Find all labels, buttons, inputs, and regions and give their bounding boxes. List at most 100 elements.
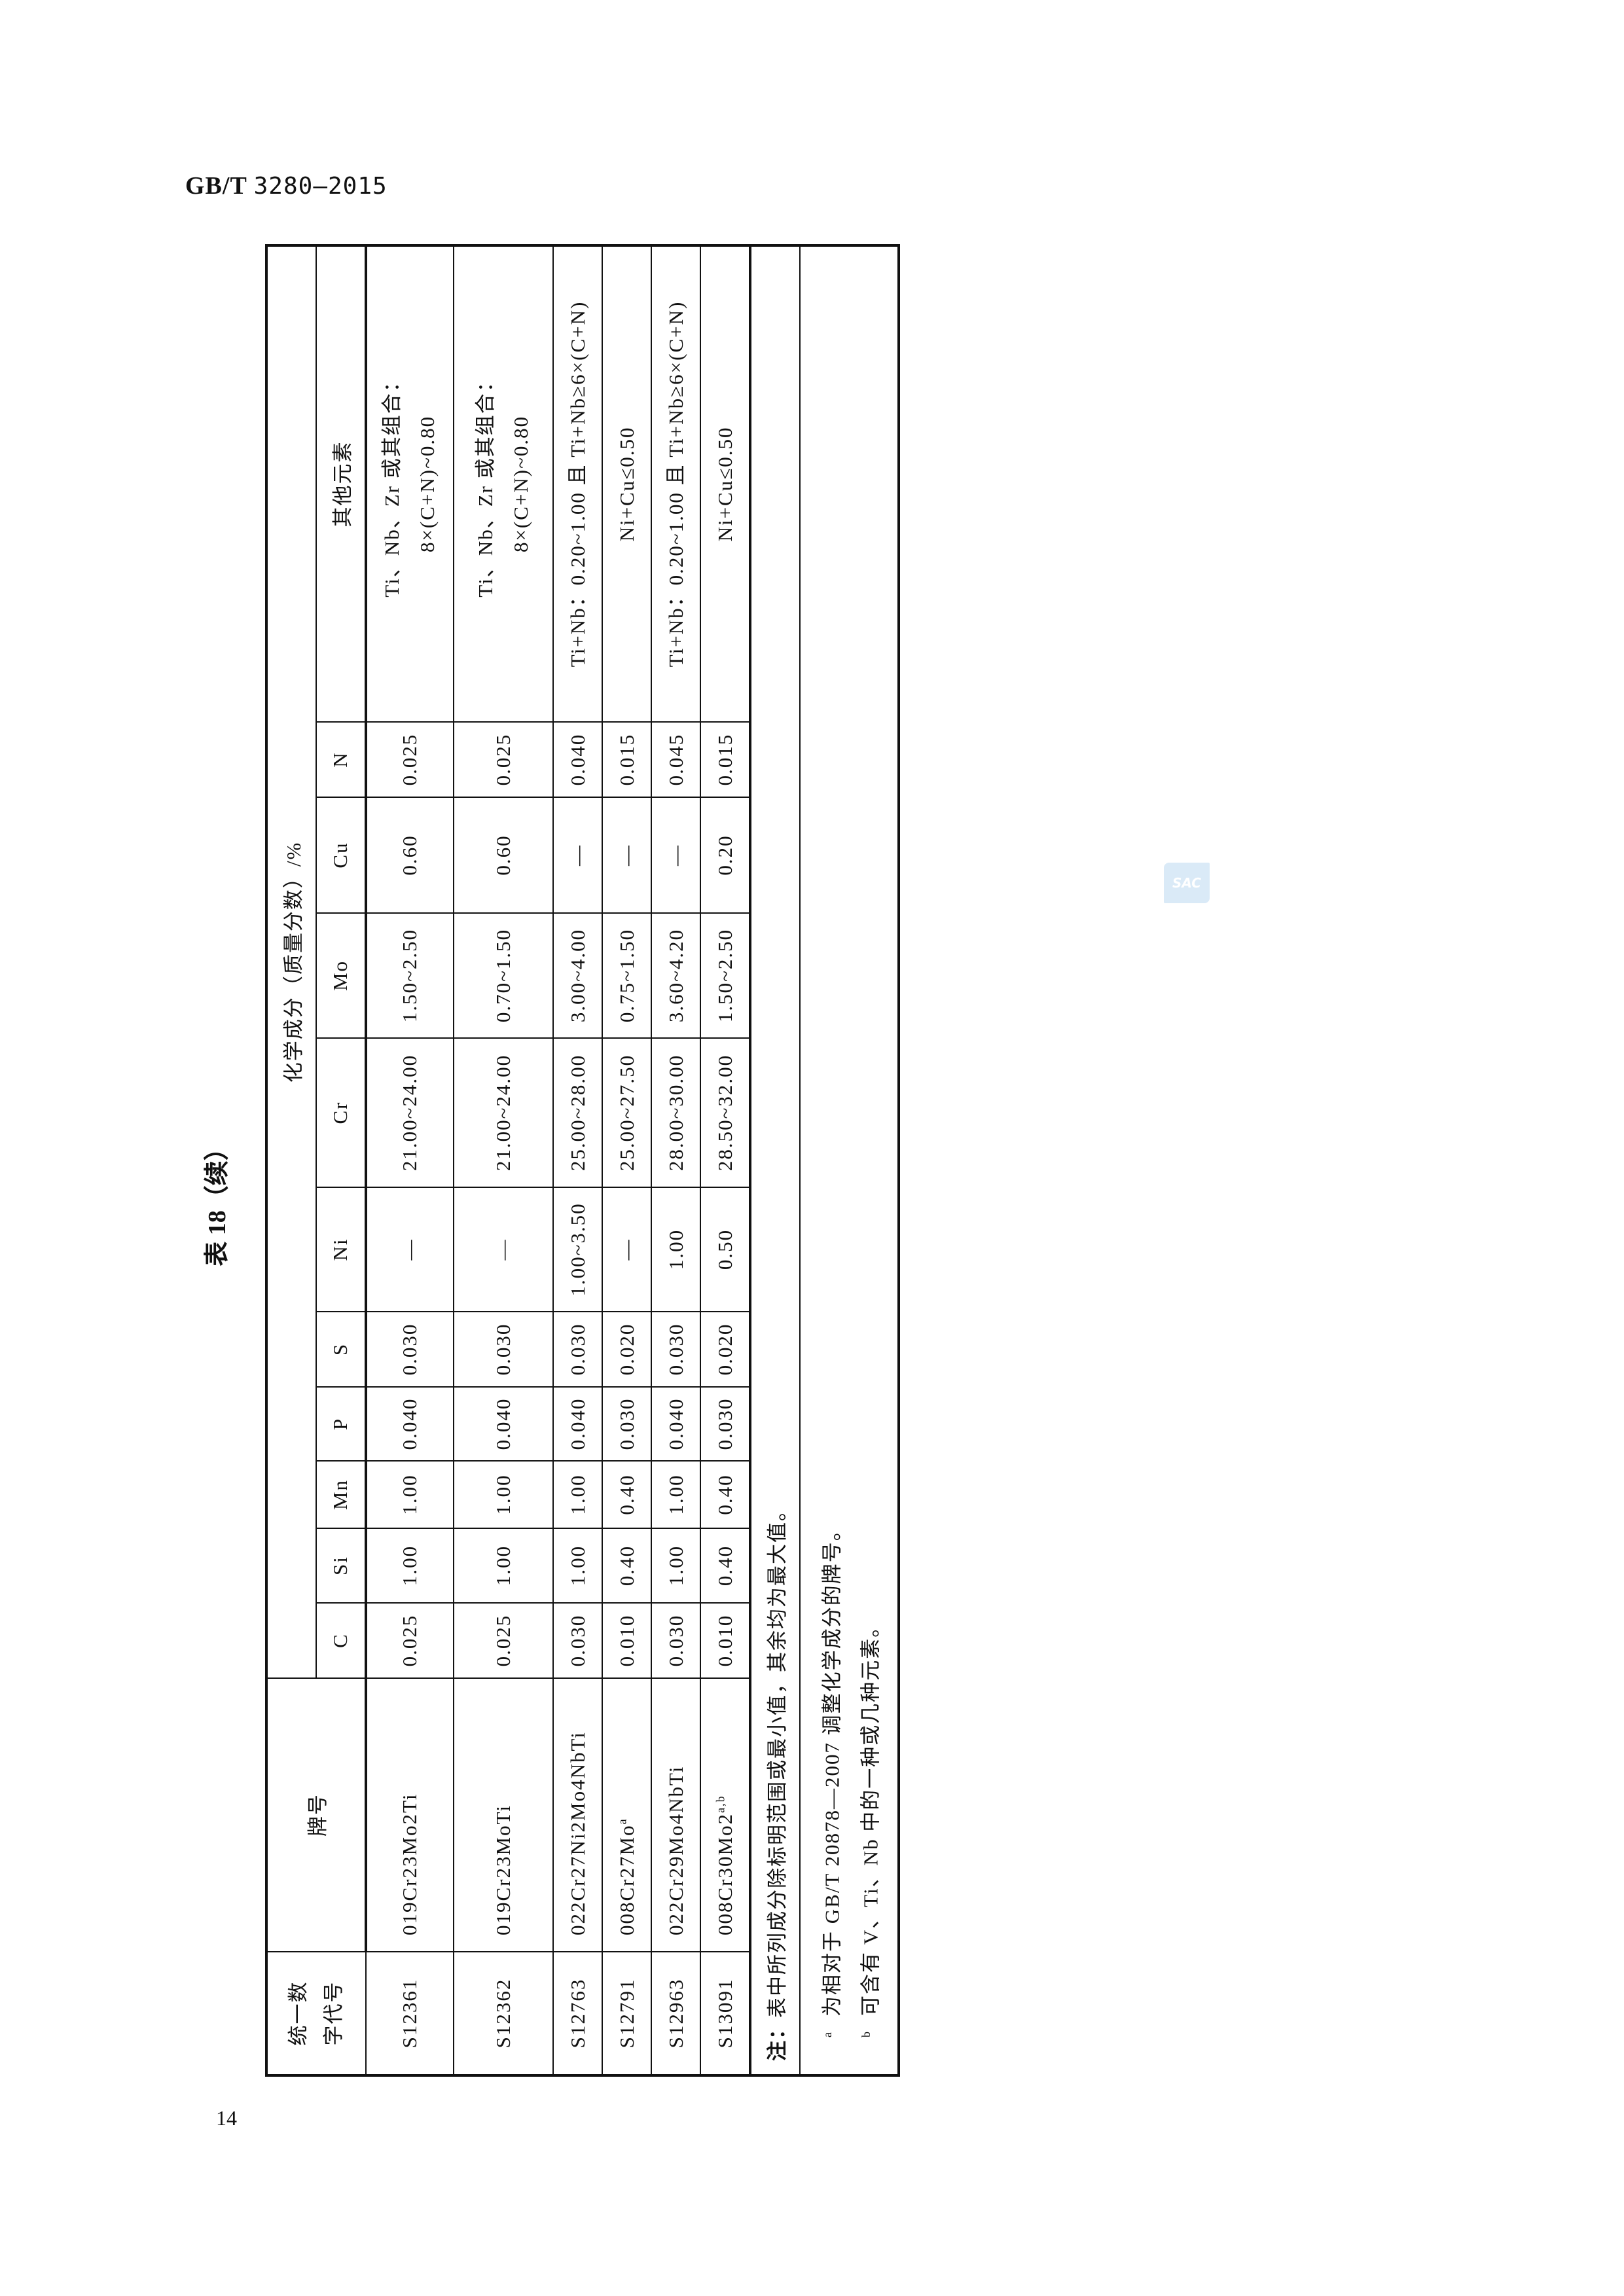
table-row: S12791 008Cr27Moa 0.010 0.40 0.40 0.030 0.020—… [602,245,652,2075]
cell-si: 1.00 [651,1528,701,1603]
cell-n: 0.045 [651,722,701,797]
cell-si: 1.00 [365,1528,454,1603]
cell-si: 0.40 [700,1528,751,1603]
cell-code: S13091 [700,1952,751,2075]
header-chemical-composition: 化学成分（质量分数）/% [266,245,316,1678]
cell-s: 0.030 [365,1312,454,1387]
standard-number: 3280—2015 [253,173,388,200]
cell-cu: 0.20 [700,797,751,913]
header-element-mo: Mo [316,913,366,1038]
header-element-cr: Cr [316,1038,366,1187]
cell-code: S12763 [553,1952,603,2075]
cell-other-elements: Ni+Cu≤0.50 [602,245,652,722]
cell-mn: 1.00 [553,1461,603,1528]
cell-mn: 1.00 [651,1461,701,1528]
header-element-mn: Mn [316,1461,366,1528]
standard-id: GB/T 3280—2015 [185,171,388,200]
cell-ni: 1.00~3.50 [553,1187,603,1312]
footnote-mark: b [859,2030,873,2037]
cell-cu: 0.60 [453,797,554,913]
grade-text: 019Cr23Mo2Ti [398,1793,422,1935]
grade-footnote-ref: a,b [713,1795,727,1813]
cell-code: S12362 [453,1952,554,2075]
cell-n: 0.015 [602,722,652,797]
cell-s: 0.020 [602,1312,652,1387]
header-element-si: Si [316,1528,366,1603]
cell-grade: 022Cr27Ni2Mo4NbTi [553,1678,603,1952]
header-other-elements: 其他元素 [316,245,366,722]
grade-footnote-ref: a [615,1818,629,1825]
footnote-mark: a [820,2031,834,2037]
cell-n: 0.025 [365,722,454,797]
cell-cr: 25.00~27.50 [602,1038,652,1187]
cell-grade: 008Cr27Moa [602,1678,652,1952]
cell-ni: — [602,1187,652,1312]
cell-mn: 0.40 [602,1461,652,1528]
grade-text: 022Cr29Mo4NbTi [664,1765,687,1935]
cell-other-elements: Ti+Nb：0.20~1.00 且 Ti+Nb≥6×(C+N) [553,245,603,722]
other-elements-line: Ti+Nb：0.20~1.00 且 Ti+Nb≥6×(C+N) [664,300,687,668]
cell-c: 0.030 [553,1603,603,1678]
cell-c: 0.025 [365,1603,454,1678]
other-elements-line: Ti、Nb、Zr 或其组合： [380,370,404,598]
cell-cu: — [651,797,701,913]
other-elements-line: 8×(C+N)~0.80 [416,415,439,553]
cell-mo: 3.60~4.20 [651,913,701,1038]
other-elements-line: Ti、Nb、Zr 或其组合： [473,370,497,598]
cell-p: 0.030 [602,1387,652,1461]
header-grade: 牌号 [266,1678,366,1952]
cell-code: S12361 [365,1952,454,2075]
cell-cr: 28.50~32.00 [700,1038,751,1187]
cell-s: 0.030 [453,1312,554,1387]
cell-grade: 022Cr29Mo4NbTi [651,1678,701,1952]
cell-mn: 1.00 [453,1461,554,1528]
header-element-c: C [316,1603,366,1678]
cell-p: 0.030 [700,1387,751,1461]
cell-other-elements: Ni+Cu≤0.50 [700,245,751,722]
grade-text: 019Cr23MoTi [491,1804,514,1935]
table-row: S13091 008Cr30Mo2a,b 0.010 0.40 0.40 0.030 0.0… [700,245,751,2075]
header-element-n: N [316,722,366,797]
cell-cu: 0.60 [365,797,454,913]
table-note: 注：表中所列成分除标明范围或最小值，其余均为最大值。 [750,245,801,2075]
table-footnotes: a 为相对于 GB/T 20878—2007 调整化学成分的牌号。 b 可含有 V、T… [800,245,899,2075]
cell-mo: 1.50~2.50 [365,913,454,1038]
cell-ni: 1.00 [651,1187,701,1312]
cell-other-elements: Ti+Nb：0.20~1.00 且 Ti+Nb≥6×(C+N) [651,245,701,722]
header-element-s: S [316,1312,366,1387]
grade-text: 022Cr27Ni2Mo4NbTi [566,1731,589,1935]
cell-p: 0.040 [365,1387,454,1461]
cell-ni: — [453,1187,554,1312]
cell-c: 0.025 [453,1603,554,1678]
cell-mo: 0.75~1.50 [602,913,652,1038]
cell-s: 0.020 [700,1312,751,1387]
page-number: 14 [216,2106,237,2130]
table-row: S12362 019Cr23MoTi 0.025 1.00 1.00 0.040 0.030… [453,245,554,2075]
cell-grade: 008Cr30Mo2a,b [700,1678,751,1952]
footnote-b: b 可含有 V、Ti、Nb 中的一种或几种元素。 [849,249,888,2061]
cell-ni: — [365,1187,454,1312]
cell-code: S12791 [602,1952,652,2075]
cell-p: 0.040 [453,1387,554,1461]
cell-n: 0.025 [453,722,554,797]
standard-prefix: GB/T [185,172,247,200]
cell-c: 0.010 [602,1603,652,1678]
footnote-text: 可含有 V、Ti、Nb 中的一种或几种元素。 [859,1615,882,2016]
chemical-composition-table-rotated: 统一数字代号 牌号 化学成分（质量分数）/% C Si Mn P S Ni Cr Mo Cu N 其… [265,243,900,2077]
cell-c: 0.010 [700,1603,751,1678]
note-label: 注： [766,2018,789,2061]
note-text: 表中所列成分除标明范围或最小值，其余均为最大值。 [766,1499,789,2018]
cell-cr: 25.00~28.00 [553,1038,603,1187]
cell-cu: — [553,797,603,913]
cell-s: 0.030 [651,1312,701,1387]
cell-p: 0.040 [651,1387,701,1461]
cell-mn: 0.40 [700,1461,751,1528]
cell-cr: 21.00~24.00 [365,1038,454,1187]
table-row: S12763 022Cr27Ni2Mo4NbTi 0.030 1.00 1.00 0.04… [553,245,603,2075]
table-row: S12963 022Cr29Mo4NbTi 0.030 1.00 1.00 0.040 0.… [651,245,701,2075]
sac-watermark-logo: SAC [1164,863,1210,903]
header-element-p: P [316,1387,366,1461]
cell-mn: 1.00 [365,1461,454,1528]
grade-text: 008Cr30Mo2 [713,1812,736,1935]
cell-cr: 28.00~30.00 [651,1038,701,1187]
